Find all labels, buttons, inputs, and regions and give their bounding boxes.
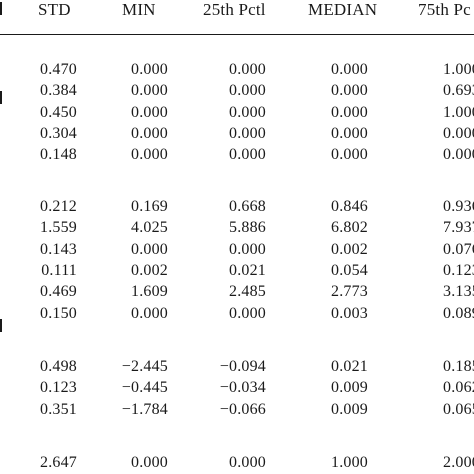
cell-median: 0.009 bbox=[331, 379, 368, 397]
cell-75th-pctl: 7.937 bbox=[443, 219, 474, 237]
cell-std: 0.123 bbox=[40, 379, 77, 397]
cell-25th-pctl: −0.066 bbox=[219, 400, 266, 418]
header-rule bbox=[0, 34, 474, 35]
truncated-column-edge bbox=[0, 319, 2, 332]
cell-25th-pctl: 0.000 bbox=[229, 304, 266, 322]
cell-median: 0.846 bbox=[331, 198, 368, 215]
cell-std: 2.647 bbox=[40, 454, 77, 471]
cell-median: 0.054 bbox=[331, 261, 368, 279]
cell-min: 0.000 bbox=[131, 82, 168, 100]
truncated-column-edge bbox=[0, 91, 2, 104]
cell-std: 0.150 bbox=[40, 304, 77, 322]
cell-median: 0.000 bbox=[331, 146, 368, 164]
cell-25th-pctl: 0.021 bbox=[229, 261, 266, 279]
cell-min: 0.000 bbox=[131, 304, 168, 322]
cell-std: 0.143 bbox=[40, 240, 77, 258]
cell-min: 0.000 bbox=[131, 124, 168, 142]
cell-75th-pctl: 1.000 bbox=[443, 61, 474, 78]
cell-75th-pctl: 0.123 bbox=[443, 261, 474, 279]
cell-75th-pctl: 0.076 bbox=[443, 240, 474, 258]
cell-std: 0.304 bbox=[40, 124, 77, 142]
cell-min: 1.609 bbox=[131, 283, 168, 301]
cell-median: 0.000 bbox=[331, 124, 368, 142]
cell-75th-pctl: 2.000 bbox=[443, 454, 474, 471]
cell-min: 0.169 bbox=[131, 198, 168, 215]
cell-75th-pctl: 0.000 bbox=[443, 146, 474, 164]
cell-25th-pctl: 0.000 bbox=[229, 124, 266, 142]
cell-median: 2.773 bbox=[331, 283, 368, 301]
cell-25th-pctl: 0.000 bbox=[229, 240, 266, 258]
cell-min: −1.784 bbox=[121, 400, 168, 418]
cell-std: 0.498 bbox=[40, 358, 77, 375]
cell-75th-pctl: 0.062 bbox=[443, 379, 474, 397]
cell-25th-pctl: 0.000 bbox=[229, 82, 266, 100]
truncated-column-header bbox=[0, 2, 2, 15]
cell-min: 0.000 bbox=[131, 103, 168, 121]
cell-25th-pctl: 0.000 bbox=[229, 61, 266, 78]
cell-std: 0.470 bbox=[40, 61, 77, 78]
column-header-median: MEDIAN bbox=[308, 0, 378, 19]
cell-75th-pctl: 0.693 bbox=[443, 82, 474, 100]
cell-min: 0.000 bbox=[131, 454, 168, 471]
cell-median: 6.802 bbox=[331, 219, 368, 237]
column-header-25th-pctl: 25th Pctl bbox=[203, 0, 266, 19]
cell-25th-pctl: 0.000 bbox=[229, 146, 266, 164]
cell-25th-pctl: −0.094 bbox=[219, 358, 266, 375]
cell-25th-pctl: 0.000 bbox=[229, 454, 266, 471]
cell-75th-pctl: 3.135 bbox=[443, 283, 474, 301]
cell-25th-pctl: 0.000 bbox=[229, 103, 266, 121]
cell-std: 0.384 bbox=[40, 82, 77, 100]
cell-std: 0.450 bbox=[40, 103, 77, 121]
column-header-min: MIN bbox=[122, 0, 156, 19]
cell-std: 0.148 bbox=[40, 146, 77, 164]
cell-75th-pctl: 1.000 bbox=[443, 103, 474, 121]
cell-median: 0.021 bbox=[331, 358, 368, 375]
cell-min: −2.445 bbox=[121, 358, 168, 375]
cell-min: 0.002 bbox=[131, 261, 168, 279]
cell-25th-pctl: 2.485 bbox=[229, 283, 266, 301]
cell-75th-pctl: 0.185 bbox=[443, 358, 474, 375]
cell-median: 1.000 bbox=[331, 454, 368, 471]
cell-75th-pctl: 0.936 bbox=[443, 198, 474, 215]
cell-min: 4.025 bbox=[131, 219, 168, 237]
cell-75th-pctl: 0.065 bbox=[443, 400, 474, 418]
cell-std: 1.559 bbox=[40, 219, 77, 237]
cell-median: 0.002 bbox=[331, 240, 368, 258]
column-header-75th-pctl: 75th Pc bbox=[418, 0, 471, 19]
cell-median: 0.009 bbox=[331, 400, 368, 418]
cell-std: 0.351 bbox=[40, 400, 77, 418]
cell-std: 0.212 bbox=[40, 198, 77, 215]
column-header-std: STD bbox=[38, 0, 71, 19]
cell-min: 0.000 bbox=[131, 61, 168, 78]
cell-min: 0.000 bbox=[131, 240, 168, 258]
cell-min: −0.445 bbox=[121, 379, 168, 397]
cell-25th-pctl: 5.886 bbox=[229, 219, 266, 237]
cell-median: 0.003 bbox=[331, 304, 368, 322]
cell-median: 0.000 bbox=[331, 103, 368, 121]
cell-min: 0.000 bbox=[131, 146, 168, 164]
cell-std: 0.469 bbox=[40, 283, 77, 301]
cell-25th-pctl: 0.668 bbox=[229, 198, 266, 215]
cell-median: 0.000 bbox=[331, 82, 368, 100]
cell-25th-pctl: −0.034 bbox=[219, 379, 266, 397]
cell-75th-pctl: 0.089 bbox=[443, 304, 474, 322]
cell-std: 0.111 bbox=[41, 261, 77, 279]
cell-75th-pctl: 0.000 bbox=[443, 124, 474, 142]
cell-median: 0.000 bbox=[331, 61, 368, 78]
